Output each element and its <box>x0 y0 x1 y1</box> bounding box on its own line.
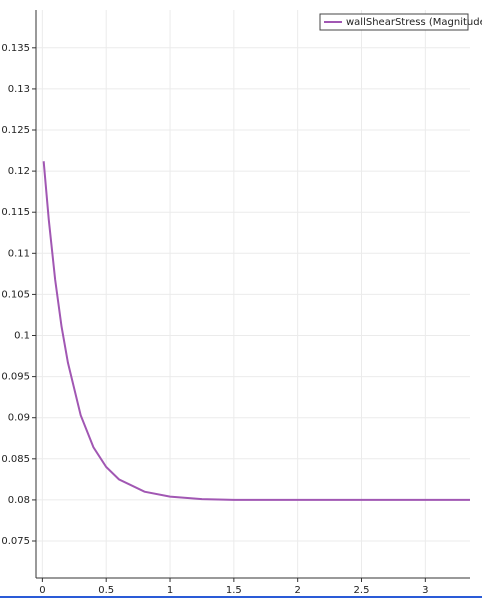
x-tick-label: 1.5 <box>226 585 242 596</box>
y-tick-label: 0.125 <box>1 125 30 136</box>
y-tick-label: 0.13 <box>8 84 30 95</box>
x-tick-label: 0 <box>39 585 45 596</box>
y-tick-label: 0.095 <box>1 372 30 383</box>
y-tick-label: 0.11 <box>8 248 30 259</box>
x-tick-label: 3 <box>422 585 428 596</box>
y-tick-label: 0.1 <box>14 331 30 342</box>
y-tick-label: 0.105 <box>1 289 30 300</box>
x-tick-label: 2.5 <box>354 585 370 596</box>
legend: wallShearStress (Magnitude) <box>319 13 482 31</box>
y-tick-label: 0.135 <box>1 43 30 54</box>
legend-box <box>319 13 469 31</box>
y-tick-label: 0.08 <box>8 495 30 506</box>
y-tick-label: 0.115 <box>1 207 30 218</box>
y-tick-label: 0.12 <box>8 166 30 177</box>
x-tick-label: 1 <box>167 585 173 596</box>
data-line <box>42 161 470 501</box>
y-tick-label: 0.09 <box>8 413 30 424</box>
y-tick-label: 0.075 <box>1 536 30 547</box>
legend-label: wallShearStress (Magnitude) <box>346 17 482 28</box>
x-tick-label: 2 <box>294 585 300 596</box>
y-tick-label: 0.085 <box>1 454 30 465</box>
x-tick-label: 0.5 <box>98 585 114 596</box>
